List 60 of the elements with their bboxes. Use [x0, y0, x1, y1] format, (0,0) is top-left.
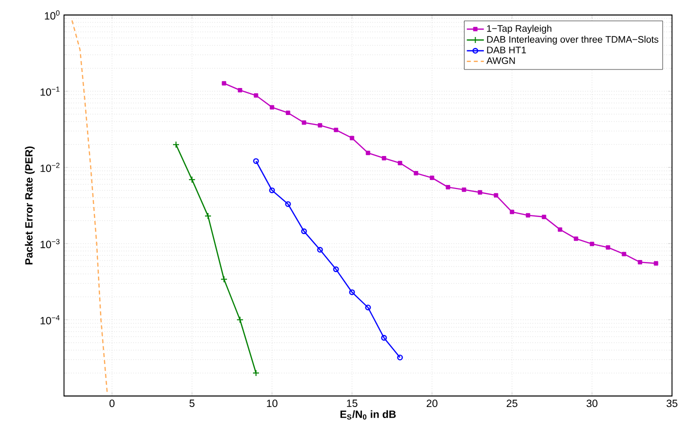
x-tick-label: 25: [506, 400, 518, 408]
point: [238, 88, 242, 92]
point: [222, 81, 226, 86]
point: [366, 150, 370, 156]
point: [220, 276, 228, 283]
point: [542, 214, 546, 220]
point: [494, 193, 498, 198]
point: [574, 236, 578, 241]
point: [558, 227, 562, 232]
point: [462, 187, 466, 192]
legend-label: 1−Tap Rayleigh: [487, 24, 552, 34]
legend-label: AWGN: [486, 57, 515, 64]
point: [317, 246, 323, 253]
point: [622, 252, 626, 256]
y-tick-label: 10$^{−2}$: [40, 162, 60, 172]
point: [269, 187, 275, 194]
x-tick-label: 0: [110, 400, 115, 408]
point: [398, 160, 402, 166]
point: [188, 176, 196, 184]
point: [286, 110, 290, 116]
point: [446, 184, 450, 190]
legend-label: DAB HT1: [487, 46, 526, 54]
y-axis-title: Packet Error Rate (PER): [24, 146, 35, 264]
point: [285, 201, 291, 207]
x-tick-label: 10: [266, 400, 278, 408]
y-tick-label: 10$^{−4}$: [40, 315, 60, 324]
y-tick-label: 10$^{−3}$: [40, 239, 60, 248]
legend-label: DAB Interleaving over three TDMA−Slots: [487, 36, 658, 45]
point: [254, 93, 258, 98]
point: [365, 304, 371, 310]
x-tick-label: 5: [190, 400, 194, 407]
y-tick-label: 10$^{−1}$: [40, 86, 60, 96]
x-axis-title: E$_{S}$/N$_{0}$ in dB: [340, 410, 396, 420]
point: [606, 245, 610, 250]
y-tick-label: 10$^{0}$: [44, 10, 60, 20]
x-tick-label: 30: [586, 400, 598, 408]
x-tick-label: 20: [426, 400, 438, 408]
point: [414, 170, 418, 176]
point: [382, 156, 386, 160]
point: [510, 210, 514, 214]
point: [349, 289, 355, 296]
point: [236, 316, 244, 324]
point: [302, 120, 306, 125]
point: [333, 266, 339, 272]
x-tick-label: 15: [346, 400, 358, 407]
point: [526, 213, 530, 218]
point: [334, 128, 338, 132]
x-tick-label: 35: [666, 400, 678, 408]
point: [318, 123, 322, 128]
point: [301, 228, 307, 234]
point: [478, 190, 482, 195]
point: [430, 176, 434, 180]
line-series: [71, 20, 108, 394]
point: [654, 261, 658, 266]
point: [590, 242, 594, 246]
point: [350, 136, 354, 140]
point: [270, 105, 274, 110]
point: [381, 334, 387, 341]
point: [638, 260, 642, 264]
point: [204, 212, 212, 220]
